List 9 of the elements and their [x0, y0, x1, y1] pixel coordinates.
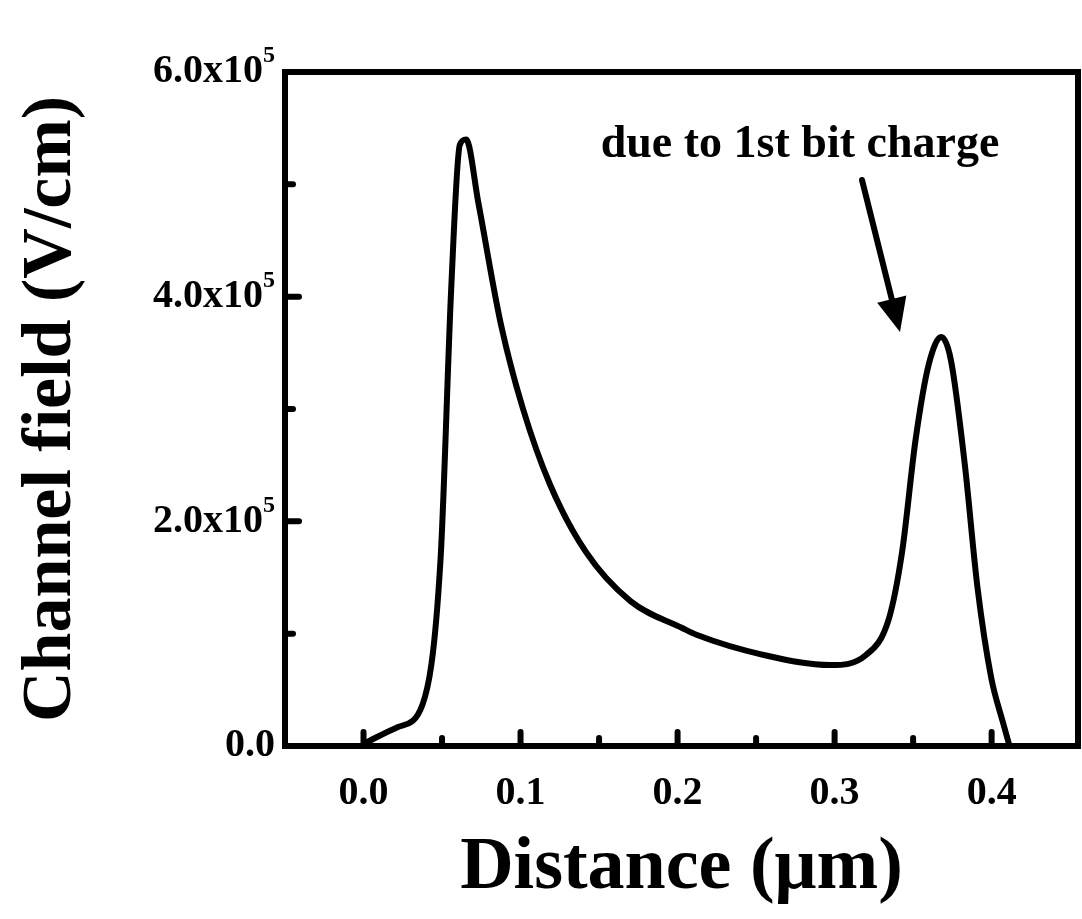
annotation: due to 1st bit charge — [600, 115, 1000, 167]
y-tick-label: 0.0 — [225, 720, 275, 766]
y-axis-title: Channel field (V/cm) — [8, 95, 86, 723]
x-tick-label: 0.3 — [809, 768, 860, 814]
x-tick-label: 0.1 — [495, 768, 546, 814]
x-tick-label: 0.4 — [966, 768, 1017, 814]
x-tick-label: 0.2 — [652, 768, 703, 814]
x-axis-title: Distance (μm) — [460, 821, 903, 904]
x-tick-label: 0.0 — [338, 768, 389, 814]
